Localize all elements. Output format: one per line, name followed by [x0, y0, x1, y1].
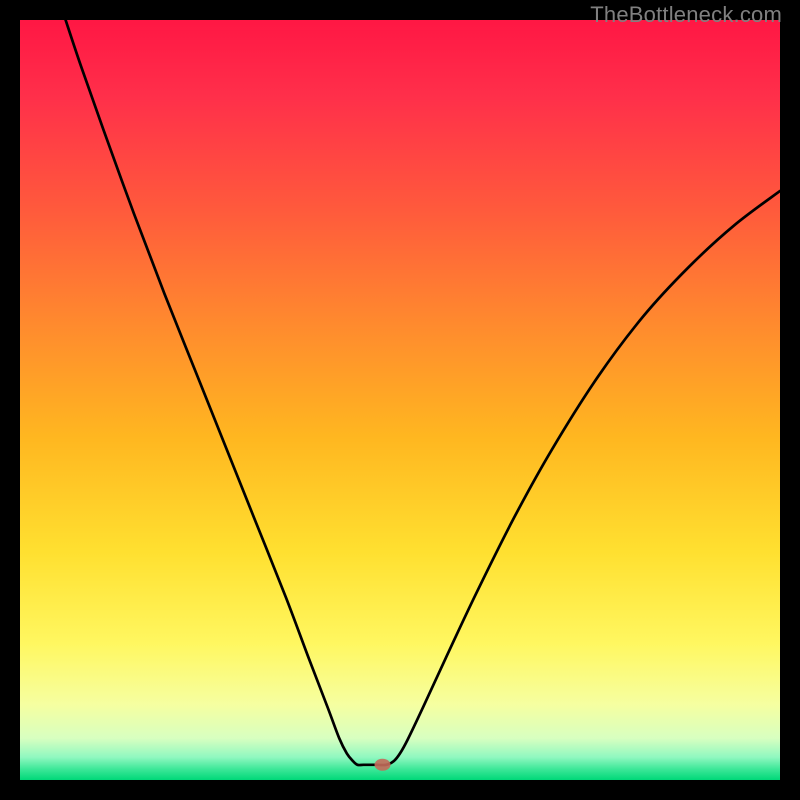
watermark-text: TheBottleneck.com [590, 2, 782, 28]
outer-frame: TheBottleneck.com [0, 0, 800, 800]
chart-plot-area [20, 20, 780, 780]
chart-background [20, 20, 780, 780]
chart-svg [20, 20, 780, 780]
minimum-point-marker [375, 759, 391, 771]
